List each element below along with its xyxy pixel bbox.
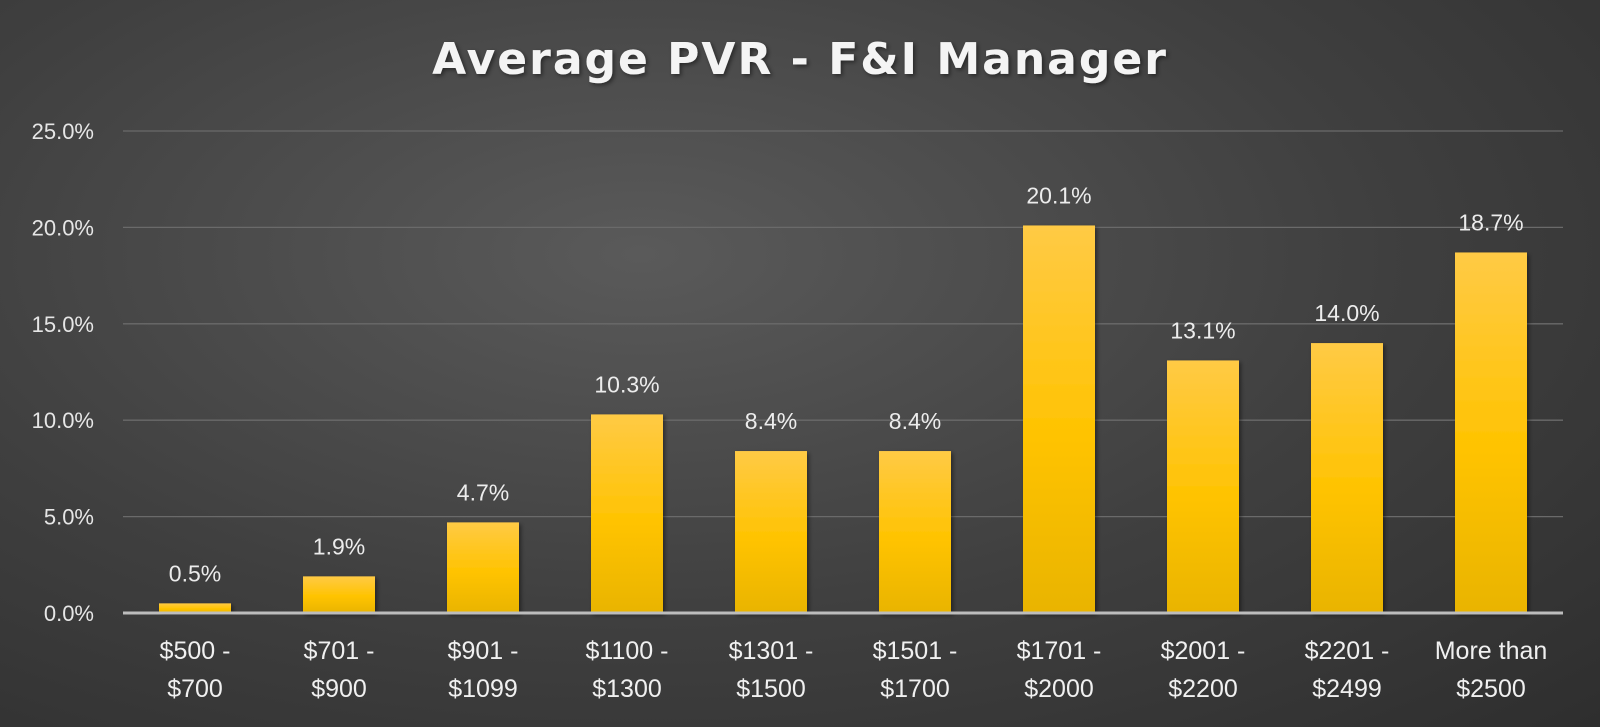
bar: [1023, 225, 1095, 614]
x-category-label: $2001 -: [1161, 637, 1246, 665]
bars: [159, 225, 1527, 614]
data-label: 8.4%: [889, 408, 941, 434]
y-tick-label: 25.0%: [32, 119, 94, 144]
x-category-label: $1100 -: [586, 637, 669, 665]
data-label: 18.7%: [1458, 209, 1523, 235]
x-category-label: $2200: [1168, 675, 1238, 703]
x-category-label: $700: [167, 675, 223, 703]
y-axis-ticks: 0.0% 5.0% 10.0% 15.0% 20.0% 25.0%: [32, 119, 94, 626]
x-category-label: $500 -: [160, 637, 231, 665]
x-category-label: More than: [1435, 637, 1548, 665]
bar: [591, 414, 663, 613]
x-category-label: $1300: [592, 675, 662, 703]
y-tick-label: 10.0%: [32, 408, 94, 433]
x-category-label: $1501 -: [873, 637, 958, 665]
x-category-label: $1701 -: [1017, 637, 1102, 665]
data-label: 13.1%: [1170, 317, 1235, 343]
y-tick-label: 15.0%: [32, 312, 94, 337]
x-category-label: $1301 -: [729, 637, 814, 665]
bar: [735, 451, 807, 613]
data-label: 4.7%: [457, 479, 509, 505]
x-category-label: $2500: [1456, 675, 1526, 703]
chart-title: Average PVR - F&I Manager: [432, 34, 1168, 85]
y-tick-label: 5.0%: [44, 505, 94, 530]
x-category-label: $1700: [880, 675, 950, 703]
bar: [303, 576, 375, 613]
x-category-label: $2499: [1312, 675, 1382, 703]
data-label: 14.0%: [1314, 300, 1379, 326]
bar: [1311, 343, 1383, 613]
bar: [159, 603, 231, 613]
x-category-label: $2201 -: [1305, 637, 1390, 665]
x-category-label: $900: [311, 675, 367, 703]
data-label: 1.9%: [313, 533, 365, 559]
x-category-label: $1500: [736, 675, 806, 703]
x-category-label: $701 -: [304, 637, 375, 665]
bar: [879, 451, 951, 613]
bar: [1455, 252, 1527, 614]
y-tick-label: 0.0%: [44, 601, 94, 626]
bar: [447, 522, 519, 613]
x-category-label: $1099: [448, 675, 518, 703]
x-axis-categories: $500 - $700 $701 - $900 $901 - $1099 $1100 - $1…: [160, 637, 1548, 703]
x-category-label: $901 -: [448, 637, 519, 665]
data-label: 0.5%: [169, 560, 221, 586]
data-label: 8.4%: [745, 408, 797, 434]
x-category-label: $2000: [1024, 675, 1094, 703]
bar: [1167, 360, 1239, 613]
data-label: 10.3%: [594, 371, 659, 397]
data-labels: 0.5% 1.9% 4.7% 10.3% 8.4% 8.4% 20.1% 13.1% 14.0%…: [169, 182, 1524, 586]
y-tick-label: 20.0%: [32, 215, 94, 240]
data-label: 20.1%: [1026, 182, 1091, 208]
